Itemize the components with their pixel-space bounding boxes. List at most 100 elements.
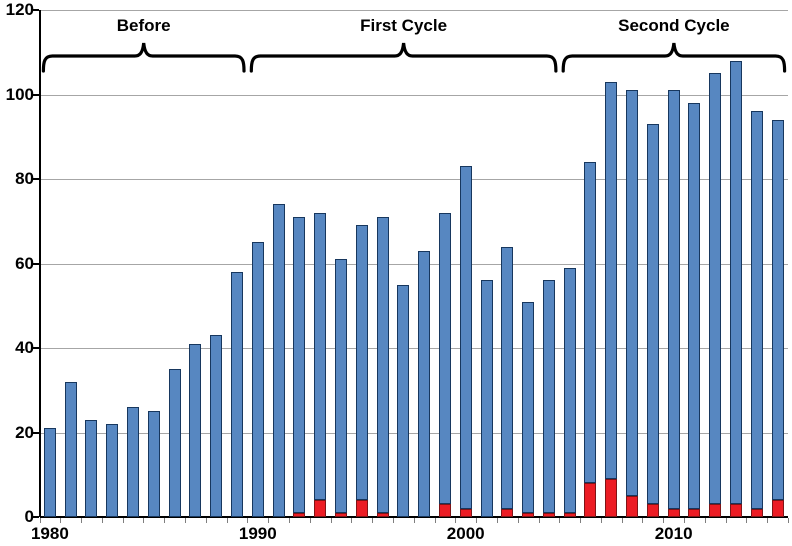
bar-segment-blue [418, 250, 431, 517]
bar-segment-red [771, 500, 784, 517]
bar-segment-blue [709, 73, 722, 505]
bar-segment-red [314, 500, 327, 517]
bar-segment-red [709, 504, 722, 517]
bar-segment-blue [522, 301, 535, 513]
y-axis-tick [32, 431, 39, 434]
bar-1999 [438, 212, 451, 517]
x-axis-tick [392, 518, 394, 523]
bar-segment-blue [626, 90, 639, 496]
x-axis-tick [143, 518, 145, 523]
bar-2012 [709, 73, 722, 517]
bar-1984 [127, 407, 140, 517]
bar-1992 [293, 217, 306, 517]
bracket-label-second-cycle: Second Cycle [618, 16, 730, 35]
bar-1996 [376, 217, 389, 517]
x-axis-tick [725, 518, 727, 523]
y-axis-line [38, 10, 41, 517]
y-axis-tick-label: 40 [15, 338, 34, 357]
cycle-brackets-overlay [41, 42, 787, 73]
bar-segment-blue [501, 246, 514, 509]
y-axis-tick [32, 9, 39, 11]
bar-segment-red [438, 504, 451, 517]
bar-segment-red [522, 512, 535, 517]
y-axis-tick-label: 20 [15, 422, 34, 442]
bar-1990 [251, 242, 264, 517]
bar-segment-blue [43, 428, 56, 517]
bar-1986 [168, 369, 181, 517]
bar-segment-blue [293, 217, 306, 513]
y-axis-tick-label: 0 [24, 507, 34, 526]
bracket-label-first-cycle: First Cycle [360, 16, 448, 35]
bar-segment-blue [64, 381, 77, 517]
bar-segment-red [563, 512, 576, 517]
bar-segment-blue [459, 166, 472, 509]
bracket-first-cycle [249, 42, 558, 73]
bar-segment-red [584, 483, 597, 517]
bar-1985 [147, 411, 160, 517]
y-axis-tick-label: 100 [5, 84, 34, 104]
x-axis-tick [226, 518, 228, 523]
gridline-y60 [39, 263, 788, 265]
x-axis-label-2000: 2000 [446, 524, 485, 543]
y-axis-tick-label: 120 [5, 0, 34, 19]
bar-2004 [542, 280, 555, 517]
y-axis-tick-label: 80 [15, 169, 34, 188]
x-axis-tick [767, 518, 769, 523]
bracket-second-cycle [561, 42, 787, 73]
bar-segment-red [605, 478, 618, 517]
bar-1993 [314, 212, 327, 517]
x-axis-label-1980: 1980 [30, 524, 69, 543]
y-axis-tick [32, 262, 39, 265]
bar-1991 [272, 204, 285, 517]
x-axis-label-2010: 2010 [654, 524, 693, 543]
bar-segment-blue [210, 335, 223, 517]
x-axis-tick [60, 518, 62, 523]
bar-segment-red [646, 504, 659, 517]
bar-2002 [501, 246, 514, 517]
y-axis-tick [32, 347, 39, 349]
y-axis-tick [32, 178, 39, 180]
x-axis-tick [185, 518, 187, 523]
bar-segment-blue [314, 212, 327, 501]
bar-segment-blue [272, 204, 285, 517]
bar-2007 [605, 81, 618, 517]
bar-segment-blue [646, 124, 659, 505]
bar-segment-blue [542, 280, 555, 513]
bar-1981 [64, 381, 77, 517]
bar-segment-red [667, 508, 680, 517]
x-axis-tick [642, 518, 644, 523]
x-axis-tick [372, 518, 374, 523]
x-axis-tick [164, 518, 166, 523]
bar-segment-blue [480, 280, 493, 517]
bar-2000 [459, 166, 472, 517]
x-axis-tick [351, 518, 353, 523]
x-axis-tick [205, 518, 207, 523]
bar-segment-blue [106, 424, 119, 517]
x-axis-tick [39, 518, 41, 523]
bar-segment-blue [730, 60, 743, 505]
bar-segment-blue [397, 284, 410, 517]
gridline-y120 [39, 10, 788, 11]
x-axis-tick [330, 518, 332, 523]
y-axis-tick-label: 60 [15, 253, 34, 273]
bar-segment-blue [334, 259, 347, 513]
bar-2015 [771, 119, 784, 517]
bracket-label-before: Before [116, 16, 171, 35]
bar-1989 [231, 271, 244, 517]
bar-2010 [667, 90, 680, 517]
x-axis-tick [81, 518, 83, 523]
bar-segment-blue [688, 102, 701, 509]
bar-segment-red [293, 512, 306, 517]
bar-segment-blue [147, 411, 160, 517]
bar-segment-red [355, 500, 368, 517]
bar-segment-blue [605, 81, 618, 479]
bar-segment-red [376, 512, 389, 517]
bracket-before [41, 42, 246, 73]
x-axis-tick [413, 518, 415, 523]
bar-2001 [480, 280, 493, 517]
bar-1983 [106, 424, 119, 517]
bar-1998 [418, 250, 431, 517]
bar-segment-red [750, 508, 763, 517]
bar-2011 [688, 102, 701, 517]
